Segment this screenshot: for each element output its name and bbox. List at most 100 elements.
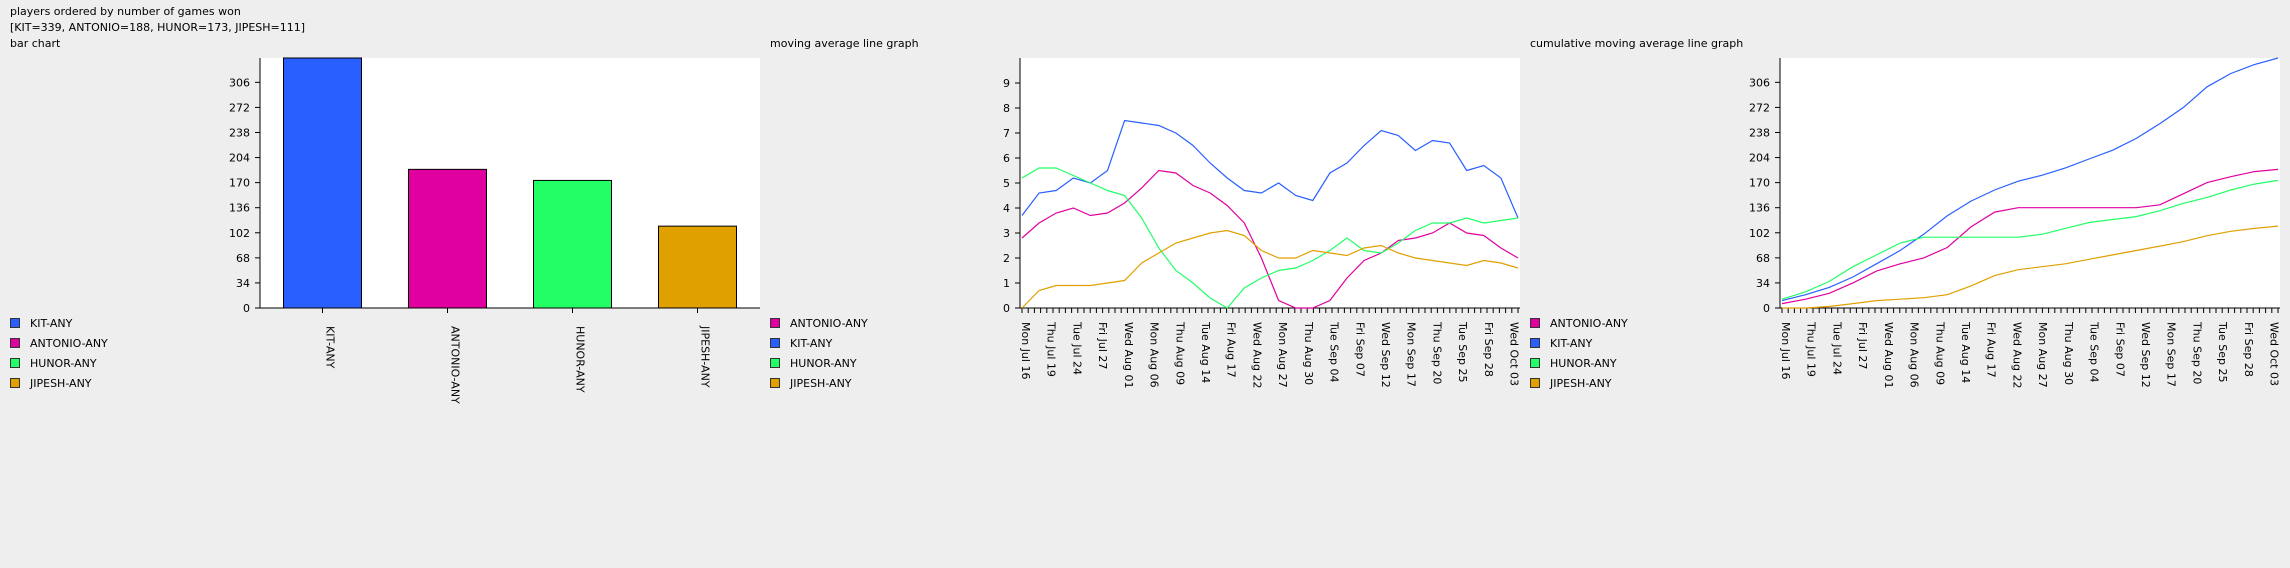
cumulative-average-subtitle: cumulative moving average line graph: [1530, 37, 1744, 50]
x-tick-label: Thu Sep 20: [1430, 321, 1443, 384]
legend-label: KIT-ANY: [30, 316, 73, 330]
legend-swatch: [10, 358, 20, 368]
x-tick-label: Thu Aug 30: [1302, 321, 1315, 385]
bar-chart-legend: KIT-ANY ANTONIO-ANY HUNOR-ANY JIPESH-ANY: [10, 313, 108, 393]
x-tick-label: HUNOR-ANY: [574, 326, 587, 393]
legend-label: ANTONIO-ANY: [1550, 316, 1628, 330]
x-tick-label: Fri Sep 28: [2242, 322, 2255, 377]
x-tick-label: Fri Jul 27: [1856, 322, 1869, 369]
x-tick-label: Mon Aug 27: [1276, 322, 1289, 388]
moving-average-subtitle: moving average line graph: [770, 37, 919, 50]
legend-swatch: [1530, 358, 1540, 368]
series-line: [1781, 57, 2279, 302]
line-plot-area: [1020, 58, 1520, 308]
y-tick-label: 68: [1756, 252, 1770, 265]
series-line: [1781, 179, 2279, 300]
legend-label: KIT-ANY: [790, 336, 833, 350]
legend-item: HUNOR-ANY: [1530, 353, 1628, 373]
x-tick-label: Mon Jul 16: [1779, 322, 1792, 379]
y-tick-label: 9: [1003, 77, 1010, 90]
x-tick-label: Thu Jul 19: [1045, 321, 1058, 377]
x-tick-label: Thu Sep 20: [2190, 321, 2203, 384]
x-tick-label: Tue Aug 14: [1959, 321, 1972, 383]
bar-chart-subtitle: bar chart: [10, 37, 61, 50]
x-tick-label: Wed Aug 01: [1122, 322, 1135, 388]
x-tick-label: Fri Jul 27: [1096, 322, 1109, 369]
y-tick-label: 8: [1003, 102, 1010, 115]
y-tick-label: 0: [243, 302, 250, 315]
legend-swatch: [1530, 378, 1540, 388]
y-tick-label: 306: [229, 76, 250, 89]
x-tick-label: Mon Aug 27: [2036, 322, 2049, 388]
x-tick-label: Mon Sep 17: [2165, 322, 2178, 387]
series-line: [1781, 168, 2279, 305]
legend-item: HUNOR-ANY: [770, 353, 868, 373]
y-tick-label: 170: [1749, 177, 1770, 190]
y-tick-label: 4: [1003, 202, 1010, 215]
legend-swatch: [1530, 318, 1540, 328]
x-tick-label: KIT-ANY: [324, 326, 337, 369]
x-tick-label: Wed Aug 01: [1882, 322, 1895, 388]
y-tick-label: 102: [1749, 227, 1770, 240]
y-tick-label: 204: [1749, 152, 1770, 165]
y-tick-label: 170: [229, 177, 250, 190]
x-tick-label: Fri Aug 17: [1225, 322, 1238, 378]
series-line: [1782, 225, 2279, 309]
x-tick-label: Thu Aug 09: [1933, 321, 1946, 385]
cumulative-average-legend: ANTONIO-ANY KIT-ANY HUNOR-ANY JIPESH-ANY: [1530, 313, 1628, 393]
x-tick-label: Wed Aug 22: [1250, 322, 1263, 388]
y-tick-label: 3: [1003, 227, 1010, 240]
legend-swatch: [1530, 338, 1540, 348]
y-tick-label: 238: [229, 126, 250, 139]
x-tick-label: Wed Oct 03: [1508, 322, 1521, 386]
results-summary: [KIT=339, ANTONIO=188, HUNOR=173, JIPESH…: [10, 21, 306, 34]
legend-label: HUNOR-ANY: [30, 356, 97, 370]
bar: [408, 168, 487, 309]
x-tick-label: Fri Aug 17: [1985, 322, 1998, 378]
legend-swatch: [770, 338, 780, 348]
legend-swatch: [10, 338, 20, 348]
x-tick-label: Wed Aug 22: [2010, 322, 2023, 388]
x-tick-label: Mon Aug 06: [1908, 322, 1921, 388]
legend-item: KIT-ANY: [1530, 333, 1628, 353]
x-tick-label: Tue Aug 14: [1199, 321, 1212, 383]
legend-item: ANTONIO-ANY: [770, 313, 868, 333]
legend-item: JIPESH-ANY: [10, 373, 108, 393]
series-line: [1021, 229, 1519, 309]
y-tick-label: 34: [236, 277, 250, 290]
y-tick-label: 34: [1756, 277, 1770, 290]
legend-label: JIPESH-ANY: [30, 376, 92, 390]
legend-label: HUNOR-ANY: [1550, 356, 1617, 370]
legend-swatch: [10, 378, 20, 388]
x-tick-label: Thu Aug 09: [1173, 321, 1186, 385]
legend-item: HUNOR-ANY: [10, 353, 108, 373]
legend-swatch: [10, 318, 20, 328]
page-title: players ordered by number of games won: [10, 5, 241, 18]
y-tick-label: 204: [229, 152, 250, 165]
legend-item: JIPESH-ANY: [770, 373, 868, 393]
x-tick-label: Tue Jul 24: [1070, 321, 1083, 375]
x-tick-label: Thu Jul 19: [1805, 321, 1818, 377]
y-tick-label: 0: [1763, 302, 1770, 315]
y-tick-label: 272: [229, 101, 250, 114]
x-tick-label: Tue Sep 25: [2216, 321, 2229, 383]
y-tick-label: 1: [1003, 277, 1010, 290]
legend-item: ANTONIO-ANY: [10, 333, 108, 353]
moving-average-legend: ANTONIO-ANY KIT-ANY HUNOR-ANY JIPESH-ANY: [770, 313, 868, 393]
legend-label: ANTONIO-ANY: [30, 336, 108, 350]
series-line: [1021, 169, 1519, 309]
y-tick-label: 2: [1003, 252, 1010, 265]
x-tick-label: Tue Sep 04: [2088, 321, 2101, 383]
legend-swatch: [770, 318, 780, 328]
x-tick-label: Tue Sep 04: [1328, 321, 1341, 383]
y-tick-label: 136: [229, 202, 250, 215]
legend-item: KIT-ANY: [770, 333, 868, 353]
y-tick-label: 306: [1749, 76, 1770, 89]
x-tick-label: Wed Sep 12: [1379, 322, 1392, 388]
legend-swatch: [770, 378, 780, 388]
x-tick-label: Mon Sep 17: [1405, 322, 1418, 387]
x-tick-label: ANTONIO-ANY: [449, 326, 462, 404]
y-tick-label: 68: [236, 252, 250, 265]
x-tick-label: Mon Aug 06: [1148, 322, 1161, 388]
